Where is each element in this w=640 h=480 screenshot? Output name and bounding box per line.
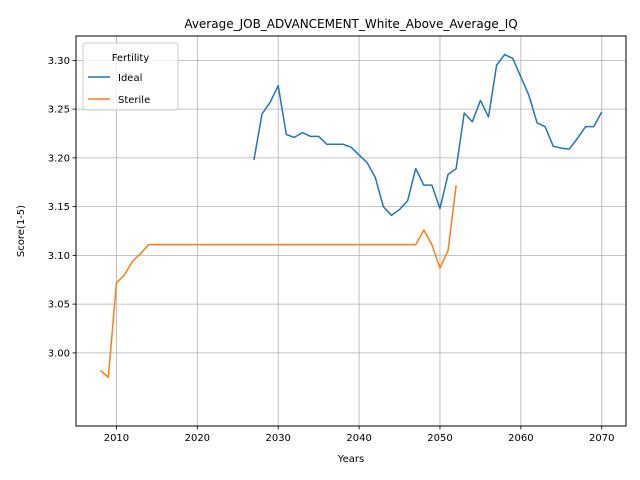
legend-label-sterile: Sterile — [118, 95, 150, 106]
y-tick-label: 3.05 — [48, 300, 70, 311]
legend-title: Fertility — [112, 53, 150, 64]
legend-label-ideal: Ideal — [118, 73, 142, 84]
x-axis-label: Years — [337, 454, 364, 465]
x-tick-label: 2070 — [589, 433, 614, 444]
y-tick-label: 3.10 — [48, 251, 70, 262]
x-tick-label: 2050 — [427, 433, 452, 444]
x-tick-label: 2010 — [104, 433, 129, 444]
y-tick-label: 3.15 — [48, 202, 70, 213]
x-tick-label: 2030 — [265, 433, 290, 444]
y-axis-label: Score(1-5) — [16, 205, 27, 257]
x-tick-label: 2020 — [185, 433, 210, 444]
x-tick-label: 2060 — [508, 433, 533, 444]
legend: Fertility Ideal Sterile — [83, 43, 178, 110]
y-tick-label: 3.00 — [48, 348, 70, 359]
x-tick-label: 2040 — [346, 433, 371, 444]
y-tick-label: 3.25 — [48, 105, 70, 116]
y-tick-label: 3.20 — [48, 153, 70, 164]
chart-title: Average_JOB_ADVANCEMENT_White_Above_Aver… — [184, 17, 517, 31]
y-tick-label: 3.30 — [48, 56, 70, 67]
